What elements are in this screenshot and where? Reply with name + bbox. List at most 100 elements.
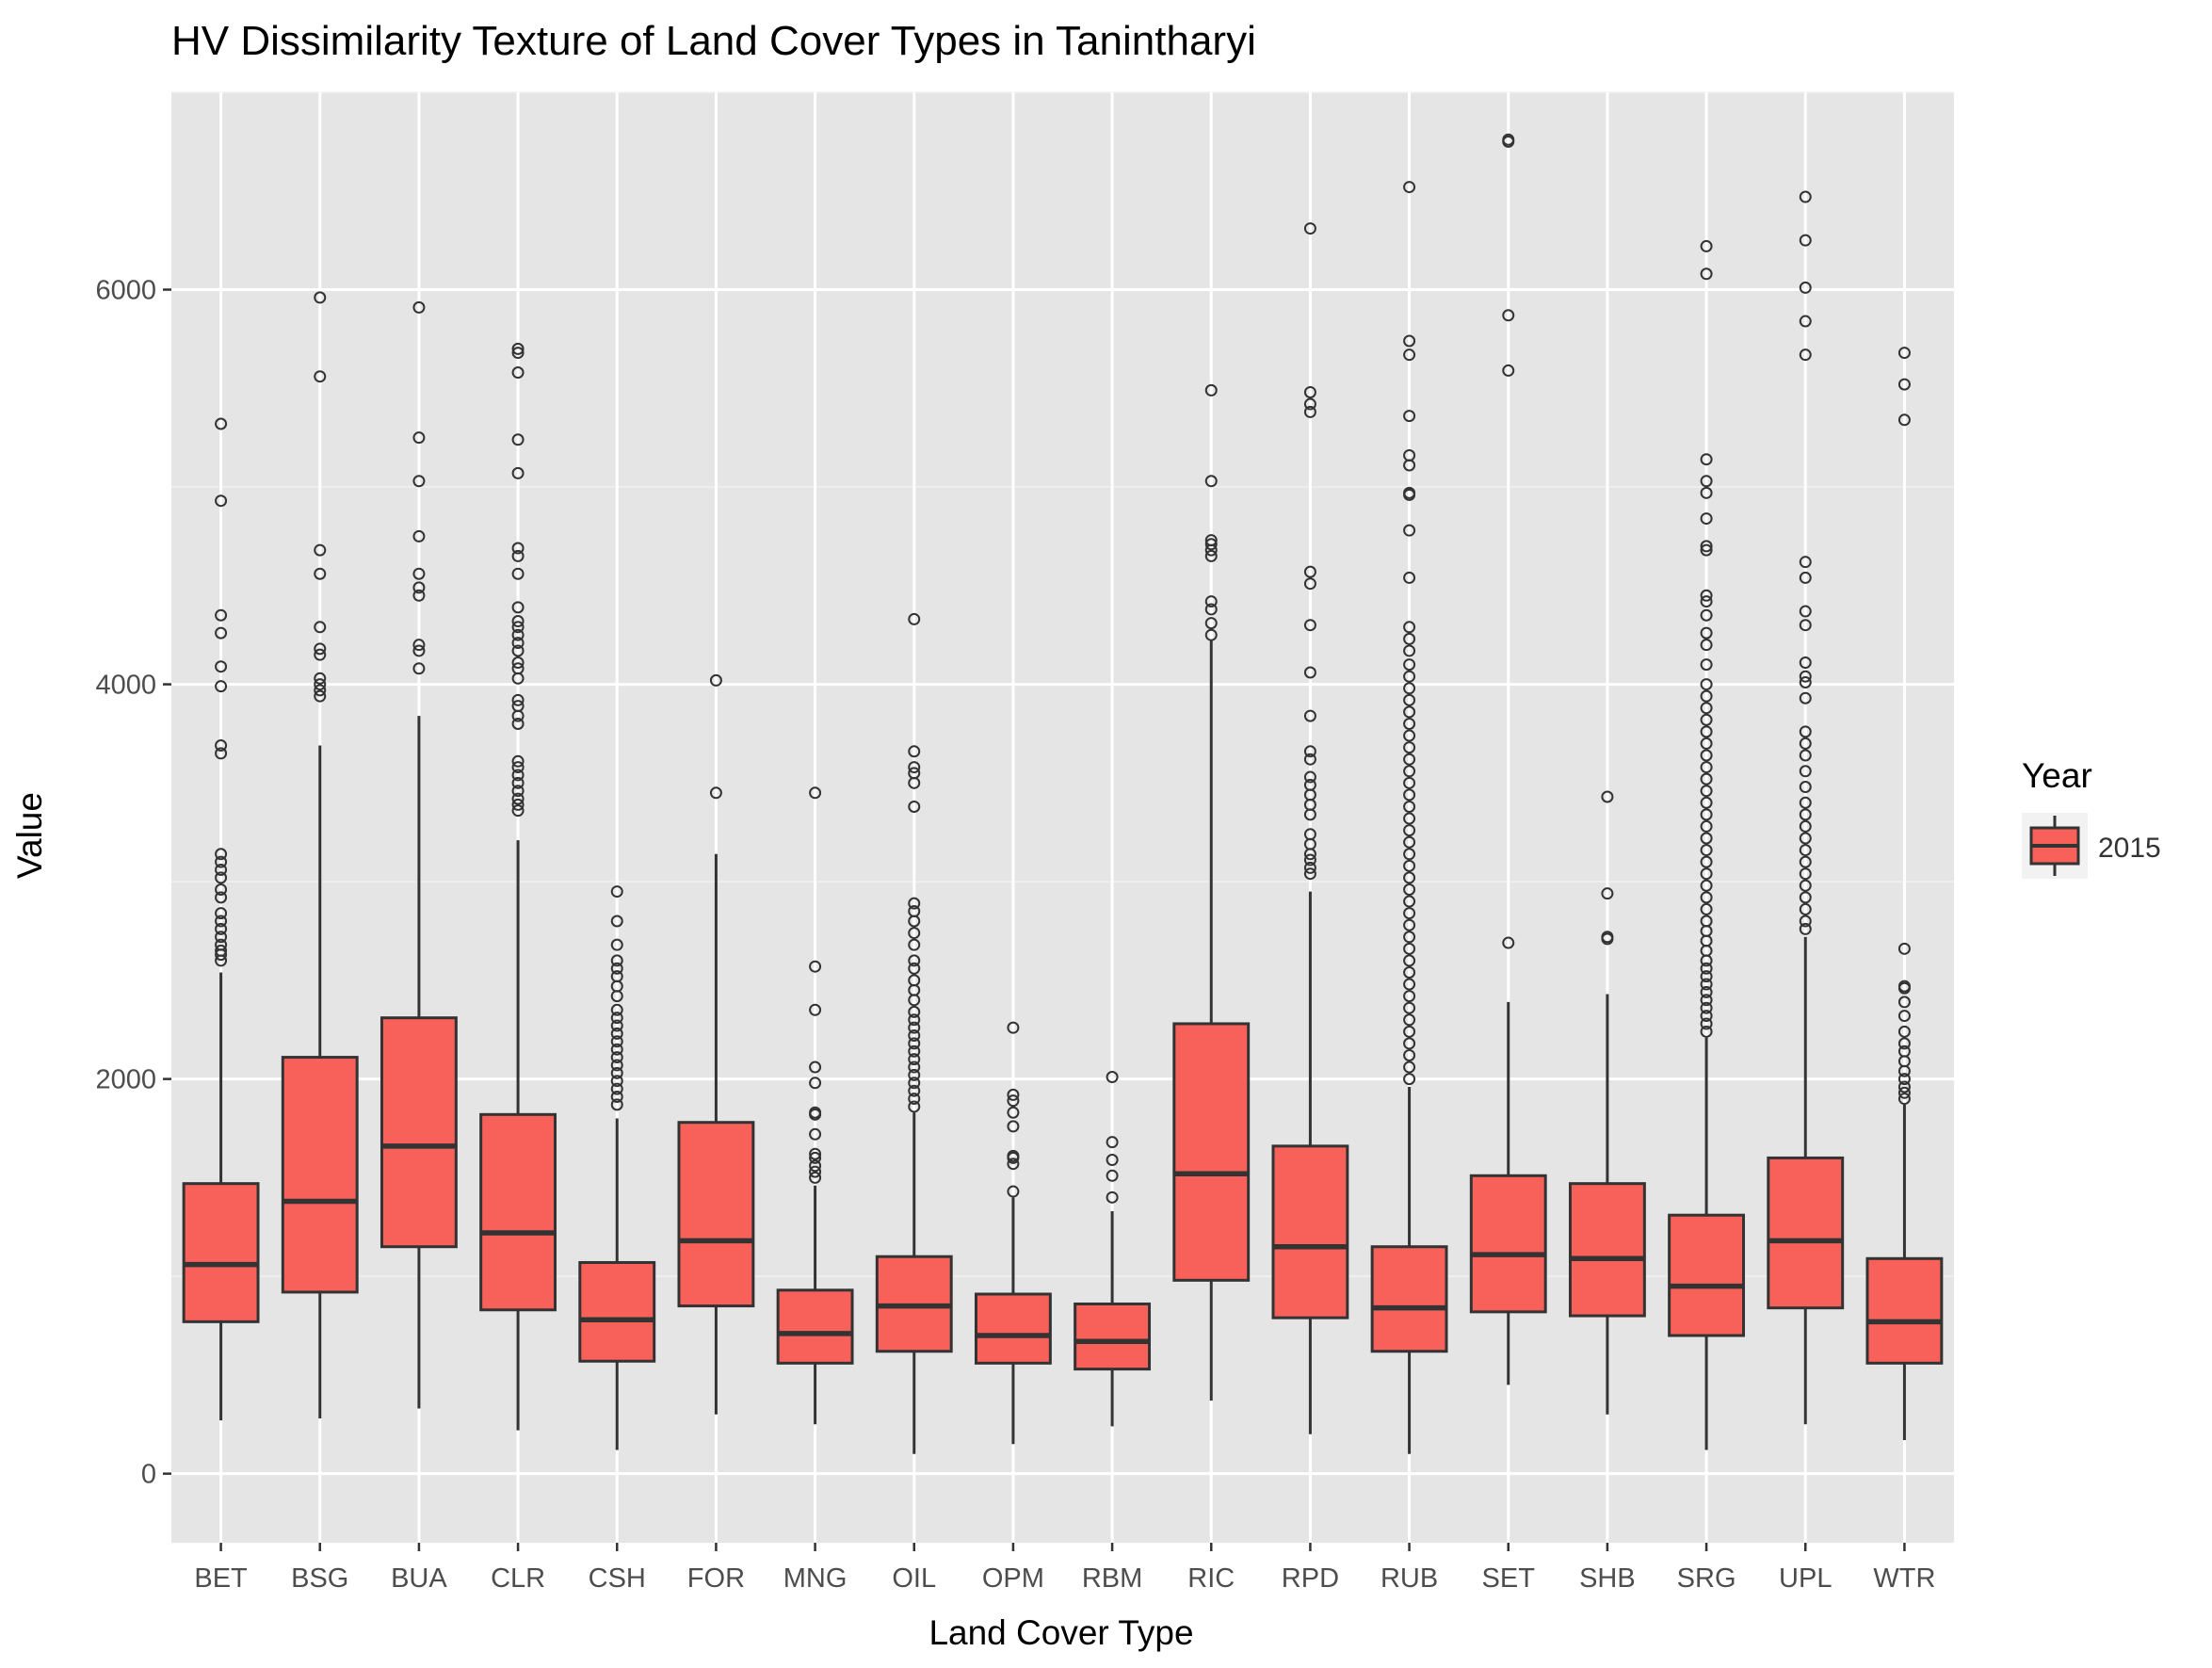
outlier-point — [1700, 796, 1713, 809]
x-tick-label: RUB — [1380, 1563, 1438, 1594]
outlier-point — [1403, 871, 1416, 884]
box-rub — [1370, 181, 1448, 1454]
outlier-point — [511, 761, 525, 774]
outlier-point — [215, 747, 228, 760]
outlier-point — [908, 612, 921, 625]
iqr-box — [1668, 1213, 1746, 1337]
x-tick-label: CSH — [589, 1563, 646, 1594]
outlier-point — [908, 1093, 921, 1106]
outlier-point — [1700, 832, 1713, 845]
x-tick-label: SET — [1482, 1563, 1536, 1594]
outlier-point — [1303, 405, 1316, 418]
x-tick-label: SHB — [1579, 1563, 1636, 1594]
box-rbm — [1074, 1071, 1152, 1427]
box-clr — [479, 342, 557, 1431]
outlier-point — [809, 1147, 822, 1160]
box-oil — [875, 612, 953, 1454]
outlier-point — [610, 1090, 623, 1103]
iqr-box — [1370, 1245, 1448, 1353]
outlier-point — [1700, 902, 1713, 915]
outlier-point — [1897, 1045, 1911, 1058]
y-tick-label: 0 — [141, 1460, 156, 1490]
outlier-point — [1700, 595, 1713, 608]
legend-label-2015: 2015 — [2098, 833, 2161, 864]
outlier-point — [1799, 808, 1812, 821]
outlier-point — [511, 628, 525, 641]
x-axis: BET BSG BUA CLR CSH FOR MNG OIL OPM RBM RIC RPD RUB S… — [194, 1543, 1935, 1594]
outlier-point — [1403, 524, 1416, 537]
outlier-point — [412, 529, 426, 543]
outlier-point — [1799, 571, 1812, 584]
outlier-point — [1403, 965, 1416, 979]
outlier-point — [1700, 678, 1713, 691]
outlier-point — [1700, 867, 1713, 881]
outlier-point — [412, 475, 426, 488]
outlier-point — [1403, 800, 1416, 813]
outlier-point — [610, 1066, 623, 1079]
outlier-point — [1403, 571, 1416, 584]
outlier-point — [215, 417, 228, 430]
outlier-point — [1700, 702, 1713, 715]
outlier-point — [1403, 1001, 1416, 1014]
outlier-point — [511, 798, 525, 811]
outlier-point — [511, 656, 525, 670]
outlier-point — [1601, 931, 1614, 944]
outlier-point — [314, 678, 327, 691]
outlier-point — [1897, 413, 1911, 427]
outlier-point — [412, 567, 426, 580]
outlier-point — [1403, 776, 1416, 789]
outlier-point — [1700, 855, 1713, 868]
x-tick-label: OPM — [982, 1563, 1044, 1594]
outlier-point — [908, 1068, 921, 1081]
iqr-box — [379, 1016, 458, 1249]
outlier-point — [809, 1151, 822, 1164]
iqr-box — [1568, 1182, 1646, 1318]
outlier-point — [908, 1045, 921, 1058]
outlier-point — [1204, 595, 1218, 608]
outlier-point — [1403, 765, 1416, 778]
x-tick-label: BSG — [291, 1563, 348, 1594]
outlier-point — [1700, 540, 1713, 553]
outlier-point — [511, 693, 525, 706]
box-csh — [578, 885, 656, 1450]
outlier-point — [1403, 729, 1416, 742]
chart-title: HV Dissimilarity Texture of Land Cover T… — [171, 18, 1256, 64]
outlier-point — [1799, 190, 1812, 203]
iqr-box — [677, 1121, 755, 1308]
outlier-point — [1700, 879, 1713, 892]
outlier-point — [809, 1171, 822, 1184]
outlier-point — [1799, 670, 1812, 683]
outlier-point — [1403, 644, 1416, 657]
outlier-point — [1897, 942, 1911, 955]
outlier-point — [1897, 1073, 1911, 1086]
outlier-point — [1403, 990, 1416, 1003]
outlier-point — [1700, 608, 1713, 622]
outlier-point — [1007, 1094, 1020, 1108]
outlier-point — [1700, 267, 1713, 281]
outlier-point — [1897, 1010, 1911, 1023]
outlier-point — [1303, 709, 1316, 722]
outlier-point — [1106, 1169, 1119, 1182]
outlier-point — [1403, 942, 1416, 955]
outlier-point — [1303, 577, 1316, 591]
outlier-point — [1700, 1017, 1713, 1030]
outlier-point — [1799, 922, 1812, 935]
outlier-point — [511, 644, 525, 657]
y-tick-label: 4000 — [95, 671, 156, 701]
outlier-point — [1403, 1013, 1416, 1027]
outlier-point — [511, 621, 525, 634]
outlier-point — [908, 1077, 921, 1090]
outlier-point — [314, 689, 327, 703]
outlier-point — [511, 549, 525, 562]
iqr-box — [281, 1056, 359, 1294]
box-bet — [182, 417, 260, 1421]
outlier-point — [1799, 879, 1812, 892]
iqr-box — [974, 1292, 1052, 1365]
outlier-point — [511, 466, 525, 479]
outlier-point — [1700, 737, 1713, 750]
outlier-point — [1799, 867, 1812, 881]
outlier-point — [511, 567, 525, 580]
outlier-point — [1303, 385, 1316, 398]
outlier-point — [1007, 1149, 1020, 1162]
outlier-point — [908, 974, 921, 987]
